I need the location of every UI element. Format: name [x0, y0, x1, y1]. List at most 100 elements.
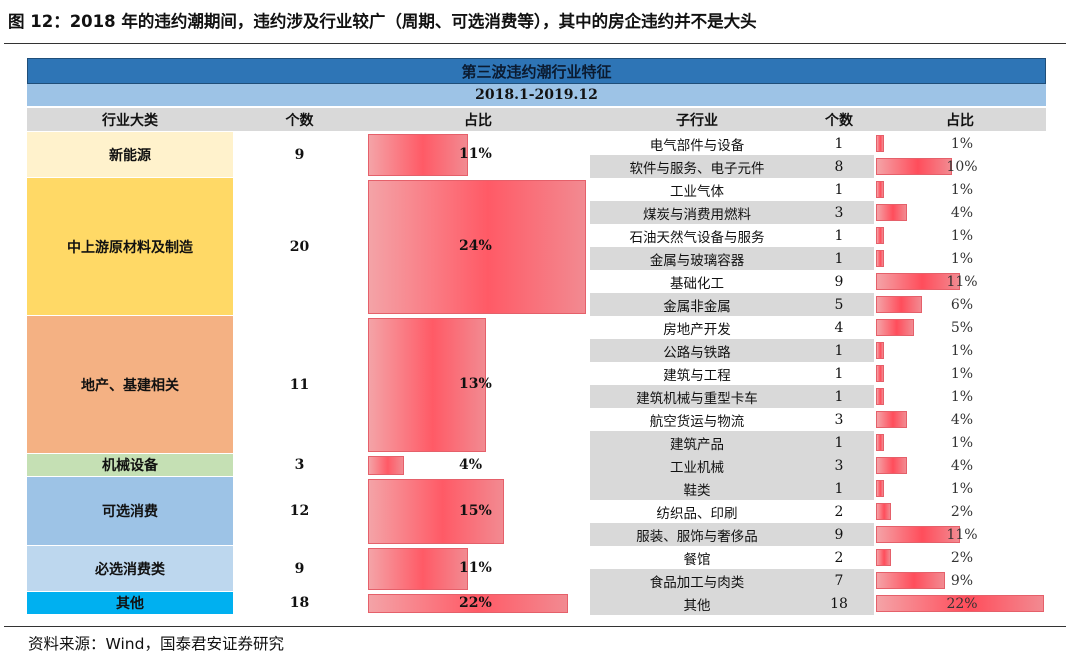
- sub-share-label: 22%: [946, 595, 978, 612]
- sub-share-label: 1%: [950, 480, 974, 497]
- sub-industry-count: 1: [834, 227, 844, 244]
- sub-share-bar: [876, 526, 960, 543]
- sub-industry-count: 5: [834, 296, 844, 313]
- sub-industry-name: 食品加工与肉类: [649, 574, 745, 591]
- group-share-bar: [368, 134, 468, 176]
- sub-row-shade: [590, 454, 874, 477]
- sub-industry-count: 8: [834, 158, 844, 175]
- sub-industry-count: 3: [834, 411, 844, 428]
- group-name: 地产、基建相关: [27, 316, 233, 453]
- sub-share-label: 1%: [950, 342, 974, 359]
- sub-industry-name: 工业气体: [670, 183, 724, 200]
- sub-share-bar: [876, 342, 884, 359]
- sub-industry-count: 1: [834, 342, 844, 359]
- sub-share-label: 1%: [950, 135, 974, 152]
- sub-share-bar: [876, 296, 922, 313]
- header-count: 个数: [233, 108, 366, 131]
- sub-share-bar: [876, 595, 1044, 612]
- header-share: 占比: [366, 108, 590, 131]
- group-count: 3: [233, 454, 366, 476]
- sub-industry-name: 航空货运与物流: [649, 413, 745, 430]
- sub-share-bar: [876, 503, 891, 520]
- sub-industry-name: 纺织品、印刷: [656, 505, 738, 522]
- sub-industry-count: 1: [834, 480, 844, 497]
- sub-share-bar: [876, 365, 884, 382]
- sub-share-label: 2%: [950, 549, 974, 566]
- group-name: 其他: [27, 592, 233, 614]
- sub-share-bar: [876, 480, 884, 497]
- sub-share-bar: [876, 181, 884, 198]
- sub-industry-name: 金属与玻璃容器: [649, 252, 745, 269]
- sub-industry-count: 4: [834, 319, 844, 336]
- group-share-label: 13%: [459, 376, 492, 392]
- header-sub-count: 个数: [804, 108, 874, 131]
- sub-share-bar: [876, 572, 945, 589]
- group-name: 可选消费: [27, 477, 233, 545]
- sub-share-bar: [876, 135, 884, 152]
- sub-industry-name: 餐馆: [683, 551, 711, 568]
- sub-row-shade: [590, 569, 874, 592]
- default-table: 第三波违约潮行业特征 2018.1-2019.12 行业大类 个数 占比 子行业…: [27, 58, 1046, 615]
- sub-share-bar: [876, 319, 914, 336]
- sub-industry-count: 1: [834, 250, 844, 267]
- sub-industry-count: 1: [834, 365, 844, 382]
- group-share-bar: [368, 594, 568, 613]
- group-count: 9: [233, 546, 366, 591]
- sub-row-shade: [590, 247, 874, 270]
- sub-industry-count: 1: [834, 388, 844, 405]
- sub-industry-count: 3: [834, 204, 844, 221]
- sub-industry-count: 9: [834, 273, 844, 290]
- sub-share-label: 1%: [950, 365, 974, 382]
- sub-share-label: 6%: [950, 296, 974, 313]
- sub-share-bar: [876, 273, 960, 290]
- sub-row-shade: [590, 592, 874, 615]
- sub-row-shade: [590, 431, 874, 454]
- header-industry: 行业大类: [27, 108, 233, 131]
- group-share-label: 4%: [459, 456, 483, 473]
- top-rule: [4, 43, 1066, 44]
- group-share-label: 22%: [459, 594, 492, 611]
- sub-industry-count: 18: [830, 595, 848, 612]
- group-count: 9: [233, 132, 366, 177]
- period-label: 2018.1-2019.12: [27, 84, 1046, 106]
- group-share-label: 11%: [459, 146, 492, 162]
- group-count: 12: [233, 477, 366, 545]
- sub-share-label: 1%: [950, 434, 974, 451]
- sub-industry-count: 1: [834, 181, 844, 198]
- group-share-bar: [368, 548, 468, 590]
- sub-industry-name: 其他: [683, 597, 711, 614]
- group-share-label: 24%: [459, 238, 492, 254]
- bottom-rule: [4, 626, 1066, 627]
- sub-industry-name: 工业机械: [670, 459, 724, 476]
- sub-industry-count: 1: [834, 434, 844, 451]
- sub-share-label: 1%: [950, 181, 974, 198]
- group-count: 18: [233, 592, 366, 614]
- sub-row-shade: [590, 293, 874, 316]
- group-share-bar: [368, 318, 486, 452]
- sub-industry-name: 建筑产品: [670, 436, 724, 453]
- sub-share-bar: [876, 250, 884, 267]
- figure-caption: 图 12：2018 年的违约潮期间，违约涉及行业较广（周期、可选消费等），其中的…: [8, 12, 757, 31]
- sub-share-bar: [876, 388, 884, 405]
- sub-industry-count: 2: [834, 503, 844, 520]
- sub-industry-name: 服装、服饰与奢侈品: [636, 528, 758, 545]
- group-count: 20: [233, 178, 366, 315]
- sub-share-bar: [876, 411, 907, 428]
- group-share-bar: [368, 180, 586, 314]
- group-share-bar: [368, 479, 504, 544]
- group-name: 必选消费类: [27, 546, 233, 591]
- sub-share-bar: [876, 227, 884, 244]
- header-sub-share: 占比: [874, 108, 1046, 131]
- sub-industry-name: 建筑与工程: [663, 367, 731, 384]
- sub-share-label: 5%: [950, 319, 974, 336]
- source-note: 资料来源：Wind，国泰君安证券研究: [28, 635, 284, 653]
- sub-share-label: 1%: [950, 250, 974, 267]
- sub-row-shade: [590, 477, 874, 500]
- sub-share-label: 10%: [946, 158, 978, 175]
- sub-industry-count: 2: [834, 549, 844, 566]
- header-sub-industry: 子行业: [590, 108, 804, 131]
- sub-industry-name: 金属非金属: [663, 298, 731, 315]
- group-name: 机械设备: [27, 454, 233, 476]
- table-title: 第三波违约潮行业特征: [27, 58, 1046, 84]
- group-share-label: 15%: [459, 502, 492, 519]
